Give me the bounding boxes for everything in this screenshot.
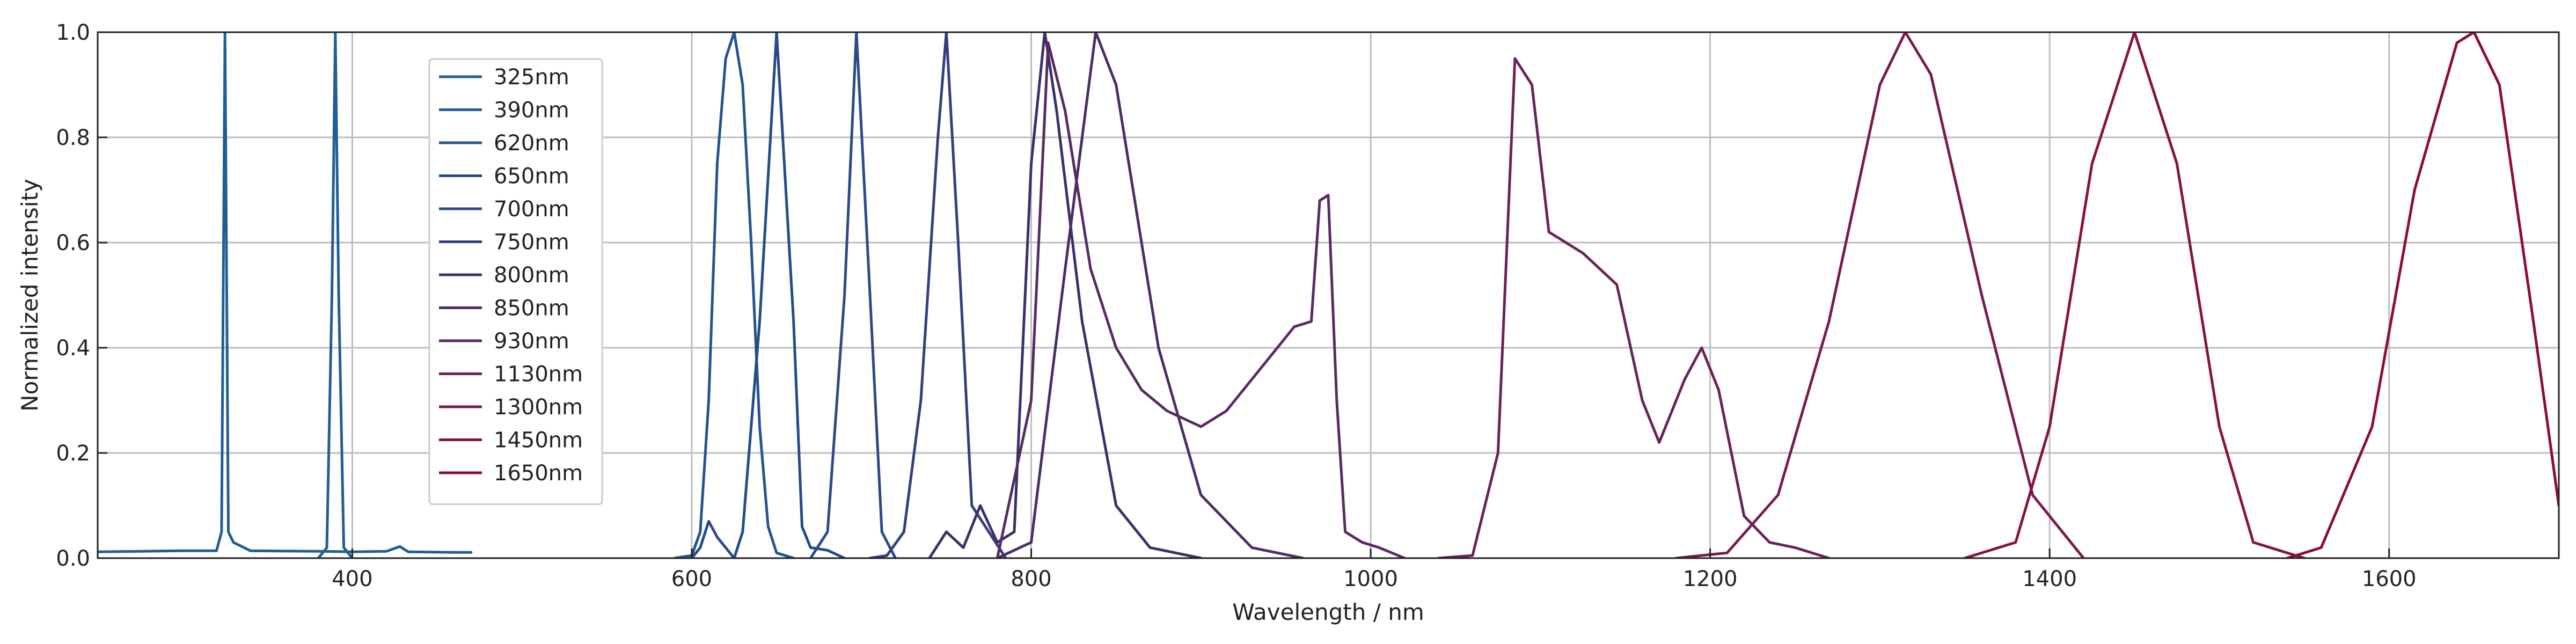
y-tick-label: 0.6 bbox=[56, 231, 90, 255]
ticks: 400 600 800 1000 1200 1400 1600 0.0 0.2 0.4 0.6 0.8… bbox=[56, 20, 2416, 591]
x-tick-label: 400 bbox=[332, 567, 372, 591]
series-line-1450nm bbox=[1963, 32, 2306, 558]
legend-label: 1130nm bbox=[494, 362, 583, 387]
legend-label: 750nm bbox=[494, 230, 569, 255]
legend-label: 325nm bbox=[494, 65, 569, 90]
legend-label: 800nm bbox=[494, 263, 569, 288]
legend-label: 1300nm bbox=[494, 395, 583, 420]
series-line-1650nm bbox=[2286, 32, 2559, 558]
series-line-1130nm bbox=[1437, 57, 1831, 558]
series-line-620nm bbox=[673, 32, 795, 558]
y-axis-label: Normalized intensity bbox=[17, 179, 43, 412]
legend-label: 650nm bbox=[494, 164, 569, 189]
series-line-800nm bbox=[928, 32, 1203, 558]
x-axis-label: Wavelength / nm bbox=[1232, 599, 1424, 625]
x-tick-label: 1400 bbox=[2022, 567, 2077, 591]
plot-frame bbox=[97, 31, 2560, 559]
legend-label: 700nm bbox=[494, 197, 569, 222]
y-tick-label: 0.8 bbox=[56, 126, 90, 150]
legend-label: 1650nm bbox=[494, 461, 583, 486]
x-tick-label: 1000 bbox=[1343, 567, 1398, 591]
series-line-750nm bbox=[868, 32, 1007, 558]
series-line-700nm bbox=[809, 32, 897, 558]
legend-label: 390nm bbox=[494, 98, 569, 123]
series-line-1300nm bbox=[1674, 32, 2085, 558]
x-tick-label: 1200 bbox=[1683, 567, 1738, 591]
y-tick-label: 0.0 bbox=[56, 546, 90, 571]
legend-label: 930nm bbox=[494, 329, 569, 354]
series-layer bbox=[98, 32, 2559, 558]
legend-label: 1450nm bbox=[494, 428, 583, 453]
series-line-325nm bbox=[98, 32, 473, 554]
x-tick-label: 600 bbox=[671, 567, 712, 591]
series-line-650nm bbox=[690, 32, 846, 558]
legend-label: 850nm bbox=[494, 296, 569, 321]
x-tick-label: 800 bbox=[1011, 567, 1051, 591]
legend-box bbox=[428, 58, 603, 505]
series-line-850nm bbox=[996, 32, 1305, 558]
series-line-390nm bbox=[317, 32, 354, 558]
y-tick-label: 0.4 bbox=[56, 336, 90, 361]
x-tick-label: 1600 bbox=[2362, 567, 2417, 591]
y-tick-label: 1.0 bbox=[56, 20, 90, 45]
legend-label: 620nm bbox=[494, 131, 569, 156]
legend: 325nm 390nm 620nm 650nm 700nm 750nm 800nm 850nm… bbox=[428, 58, 603, 505]
series-line-930nm bbox=[996, 41, 1406, 558]
y-tick-label: 0.2 bbox=[56, 441, 90, 466]
